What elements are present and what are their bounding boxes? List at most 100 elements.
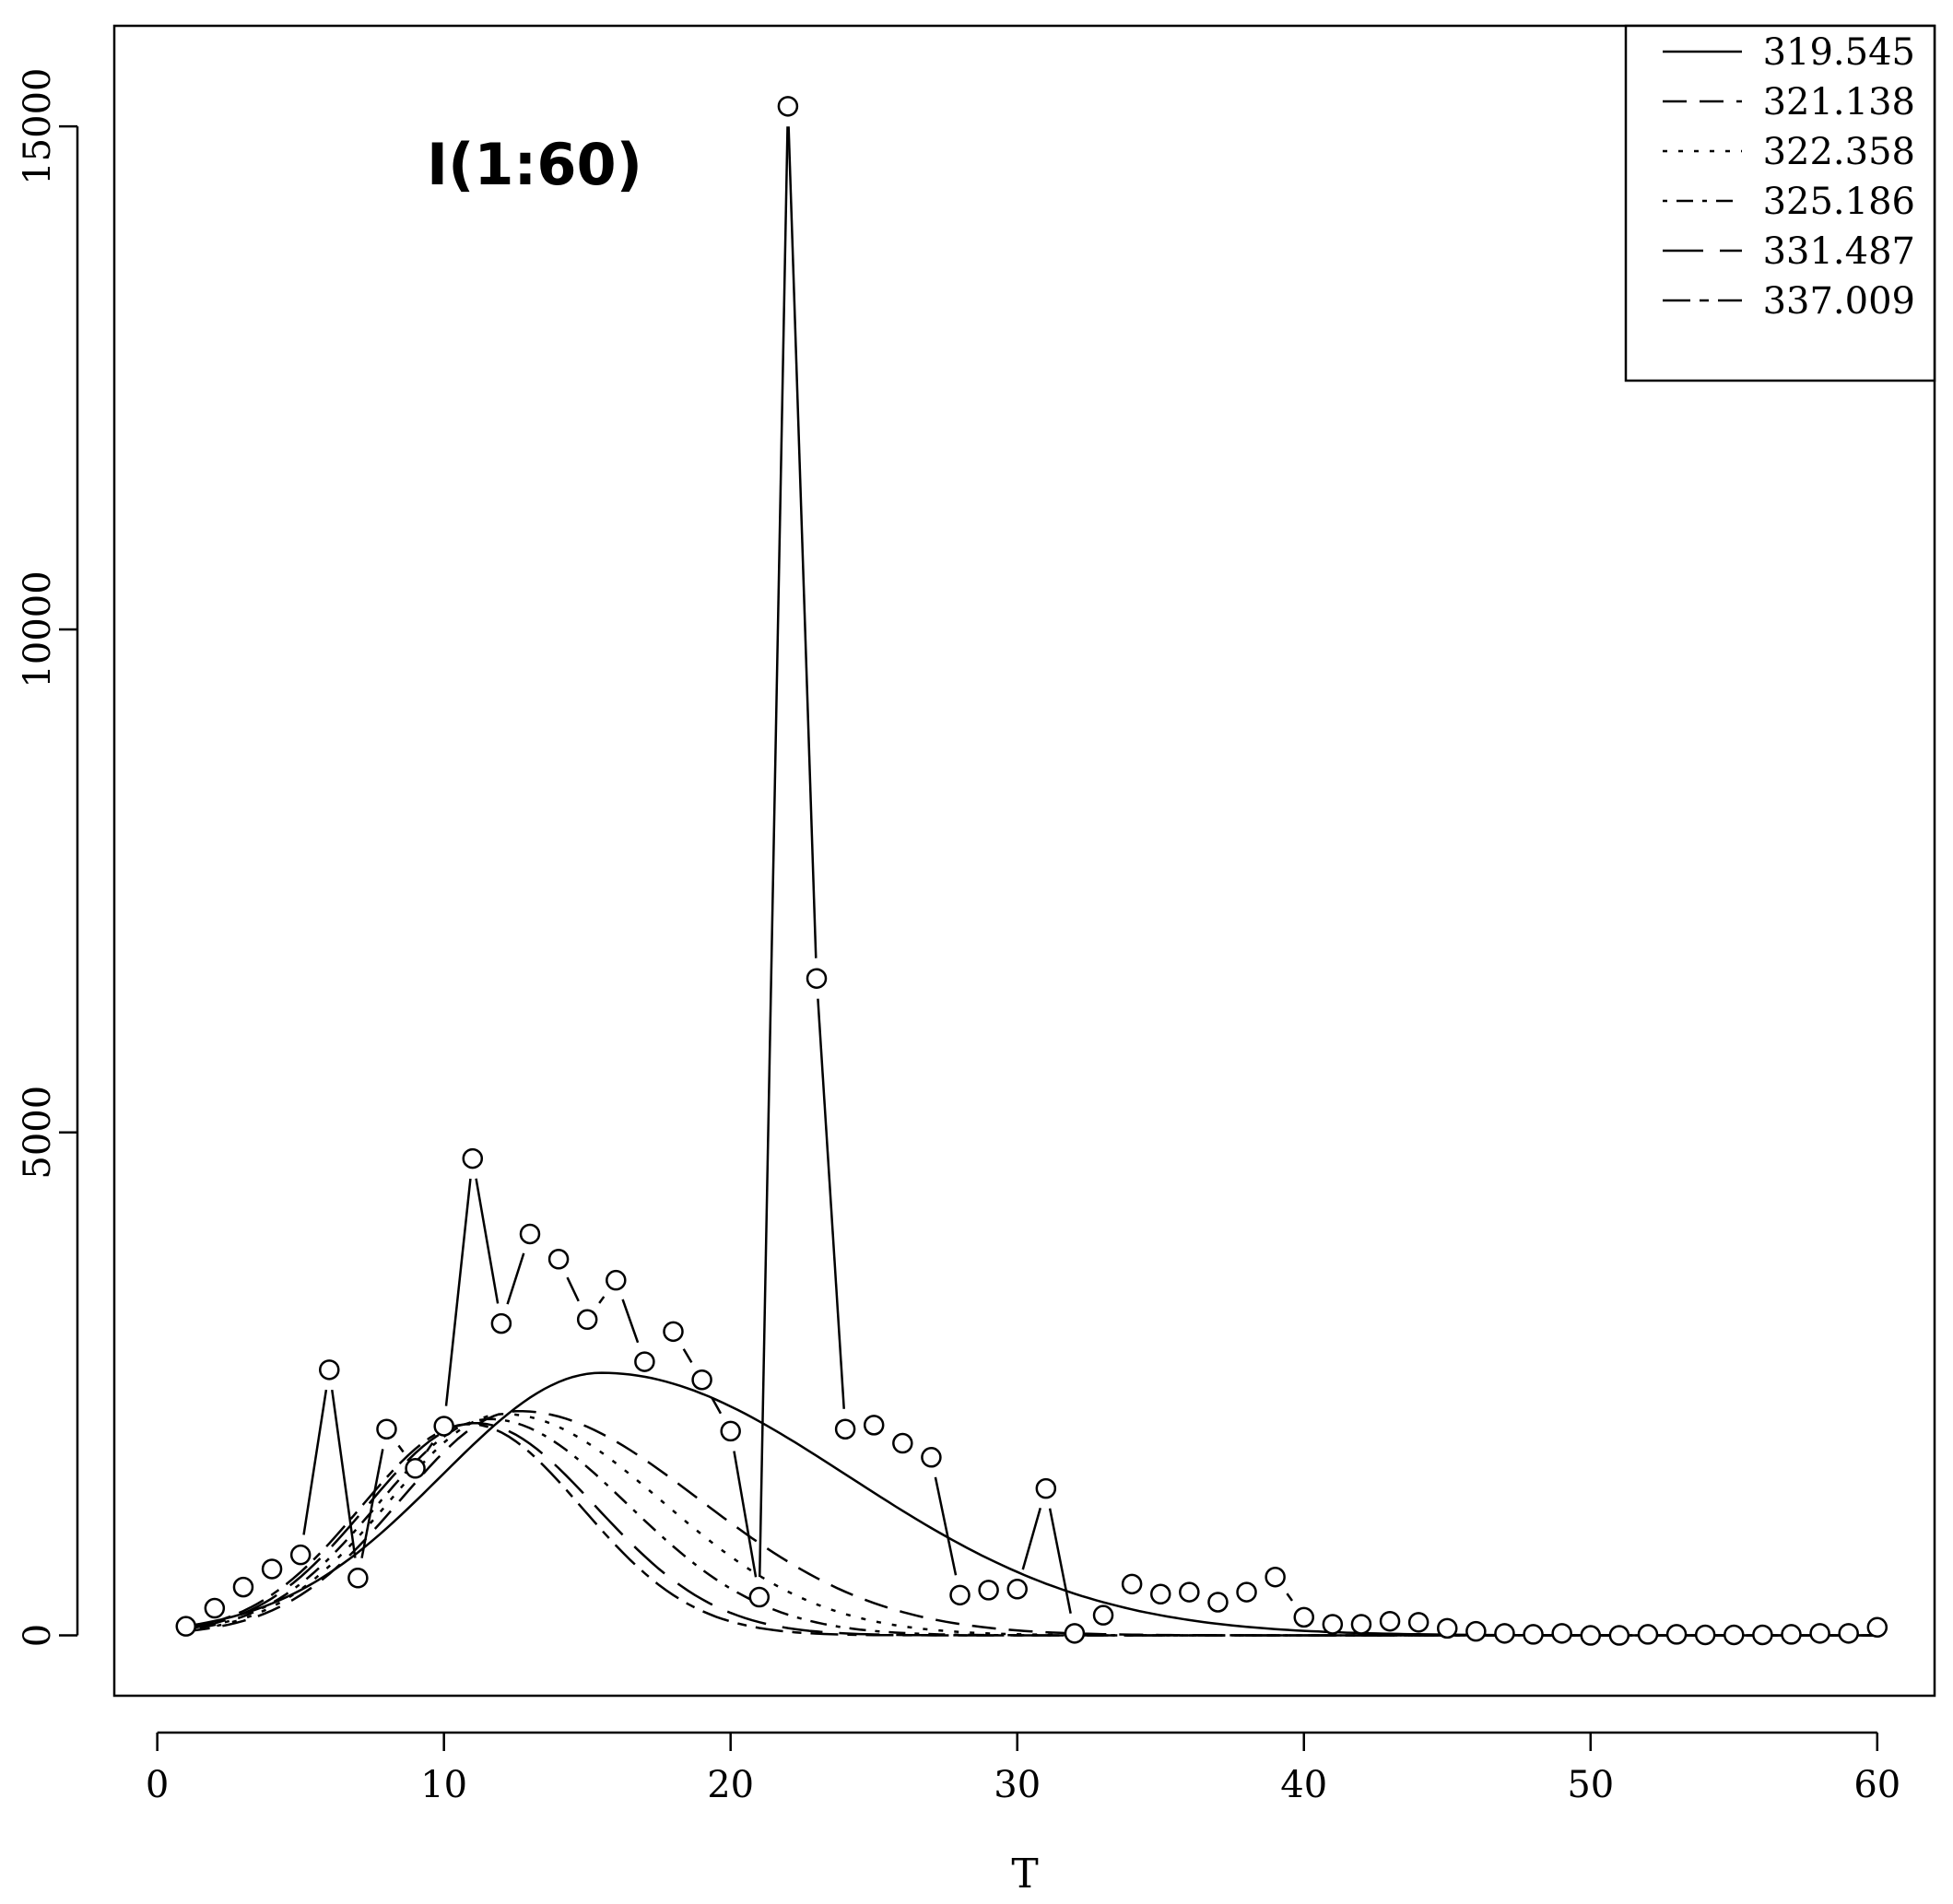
observed-point	[319, 1359, 340, 1381]
observed-point	[1523, 1624, 1544, 1645]
legend-label: 321.138	[1763, 81, 1915, 123]
observed-point	[748, 1586, 771, 1608]
fitted-curves	[185, 1371, 1877, 1637]
observed-point	[1608, 1625, 1630, 1646]
fitted-curve-322-358	[185, 1413, 1877, 1637]
x-tick-label: 60	[1853, 1764, 1900, 1806]
observed-series	[175, 96, 1888, 1646]
observed-point	[863, 1415, 885, 1436]
observed-point	[376, 1418, 397, 1440]
observed-segment	[934, 1476, 958, 1576]
observed-segment	[787, 126, 818, 958]
observed-point	[1724, 1624, 1745, 1646]
observed-point	[1494, 1623, 1515, 1644]
fitted-curve-325-186	[185, 1417, 1877, 1637]
observed-point	[261, 1558, 283, 1580]
fitted-curve-321-138	[185, 1409, 1877, 1637]
observed-point	[1465, 1620, 1487, 1642]
observed-point	[720, 1420, 741, 1442]
observed-segment	[360, 1449, 384, 1558]
observed-point	[347, 1568, 369, 1589]
observed-point	[1265, 1566, 1286, 1588]
observed-segment	[444, 1178, 472, 1406]
observed-point	[834, 1418, 856, 1440]
y-tick-label: 10000	[17, 570, 59, 688]
observed-point	[405, 1458, 426, 1479]
observed-point	[806, 968, 828, 989]
observed-point	[462, 1147, 484, 1169]
observed-segment	[682, 1348, 693, 1363]
fitted-curve-331-487	[185, 1422, 1877, 1637]
observed-point	[921, 1447, 942, 1468]
observed-point	[1064, 1623, 1086, 1644]
observed-point	[519, 1223, 541, 1245]
observed-point	[433, 1416, 454, 1437]
observed-segment	[566, 1276, 580, 1302]
observed-point	[892, 1432, 913, 1454]
observed-point	[1694, 1624, 1716, 1646]
observed-point	[949, 1584, 971, 1606]
observed-point	[490, 1312, 512, 1334]
observed-point	[1637, 1624, 1659, 1645]
observed-point	[1838, 1623, 1859, 1644]
observed-point	[1866, 1616, 1888, 1639]
observed-point	[1179, 1581, 1200, 1603]
observed-point	[777, 96, 799, 117]
x-tick-label: 10	[420, 1764, 467, 1806]
x-tick-label: 40	[1280, 1764, 1327, 1806]
legend-label: 322.358	[1763, 131, 1915, 173]
observed-point	[1322, 1614, 1344, 1635]
observed-point	[1121, 1573, 1143, 1595]
observed-segment	[598, 1296, 606, 1304]
observed-segment	[425, 1441, 434, 1452]
observed-segment	[758, 126, 789, 1578]
observed-segment	[331, 1389, 357, 1558]
observed-point	[289, 1544, 312, 1566]
observed-point	[606, 1269, 627, 1291]
observed-point	[663, 1321, 684, 1343]
observed-point	[1207, 1592, 1229, 1613]
observed-segment	[1286, 1593, 1294, 1602]
fitted-curve-319-545	[185, 1371, 1877, 1637]
observed-point	[547, 1249, 570, 1270]
observed-point	[1006, 1579, 1028, 1600]
observed-point	[634, 1351, 655, 1372]
y-tick-label: 0	[17, 1624, 59, 1647]
observed-point	[1580, 1625, 1602, 1646]
x-tick-label: 30	[994, 1764, 1041, 1806]
observed-segment	[621, 1299, 640, 1344]
legend-box	[1624, 24, 1936, 382]
observed-point	[1407, 1612, 1429, 1633]
plot-title: I(1:60)	[427, 131, 642, 198]
observed-point	[204, 1597, 226, 1619]
observed-point	[1092, 1604, 1114, 1626]
x-tick-label: 50	[1567, 1764, 1614, 1806]
observed-segment	[1021, 1507, 1042, 1570]
observed-point	[1809, 1623, 1830, 1644]
axes: 0 10 20 30 40 50 60 0 5000 10000 15000	[17, 68, 1900, 1806]
observed-point	[1551, 1623, 1572, 1644]
observed-segment	[475, 1178, 500, 1304]
observed-point	[1665, 1624, 1688, 1645]
observed-segment	[1048, 1508, 1072, 1614]
observed-point	[691, 1369, 712, 1391]
observed-point	[1437, 1617, 1458, 1640]
legend: 319.545 321.138 322.358 325.186 331.487 337.0…	[1624, 24, 1936, 382]
observed-point	[1350, 1614, 1372, 1635]
observed-point	[175, 1616, 197, 1637]
observed-point	[1149, 1583, 1171, 1605]
observed-point	[1293, 1606, 1314, 1628]
observed-point	[1236, 1581, 1257, 1603]
plot-frame	[112, 24, 1936, 1698]
legend-label: 337.009	[1763, 280, 1915, 323]
observed-segment	[397, 1444, 405, 1453]
observed-segment	[817, 998, 845, 1409]
observed-segment	[733, 1451, 758, 1578]
legend-label: 331.487	[1763, 230, 1915, 273]
x-axis-title: T	[1011, 1851, 1038, 1898]
observed-point	[1035, 1477, 1057, 1499]
legend-label: 319.545	[1763, 31, 1915, 74]
observed-point	[978, 1580, 999, 1601]
y-tick-label: 15000	[17, 68, 59, 185]
